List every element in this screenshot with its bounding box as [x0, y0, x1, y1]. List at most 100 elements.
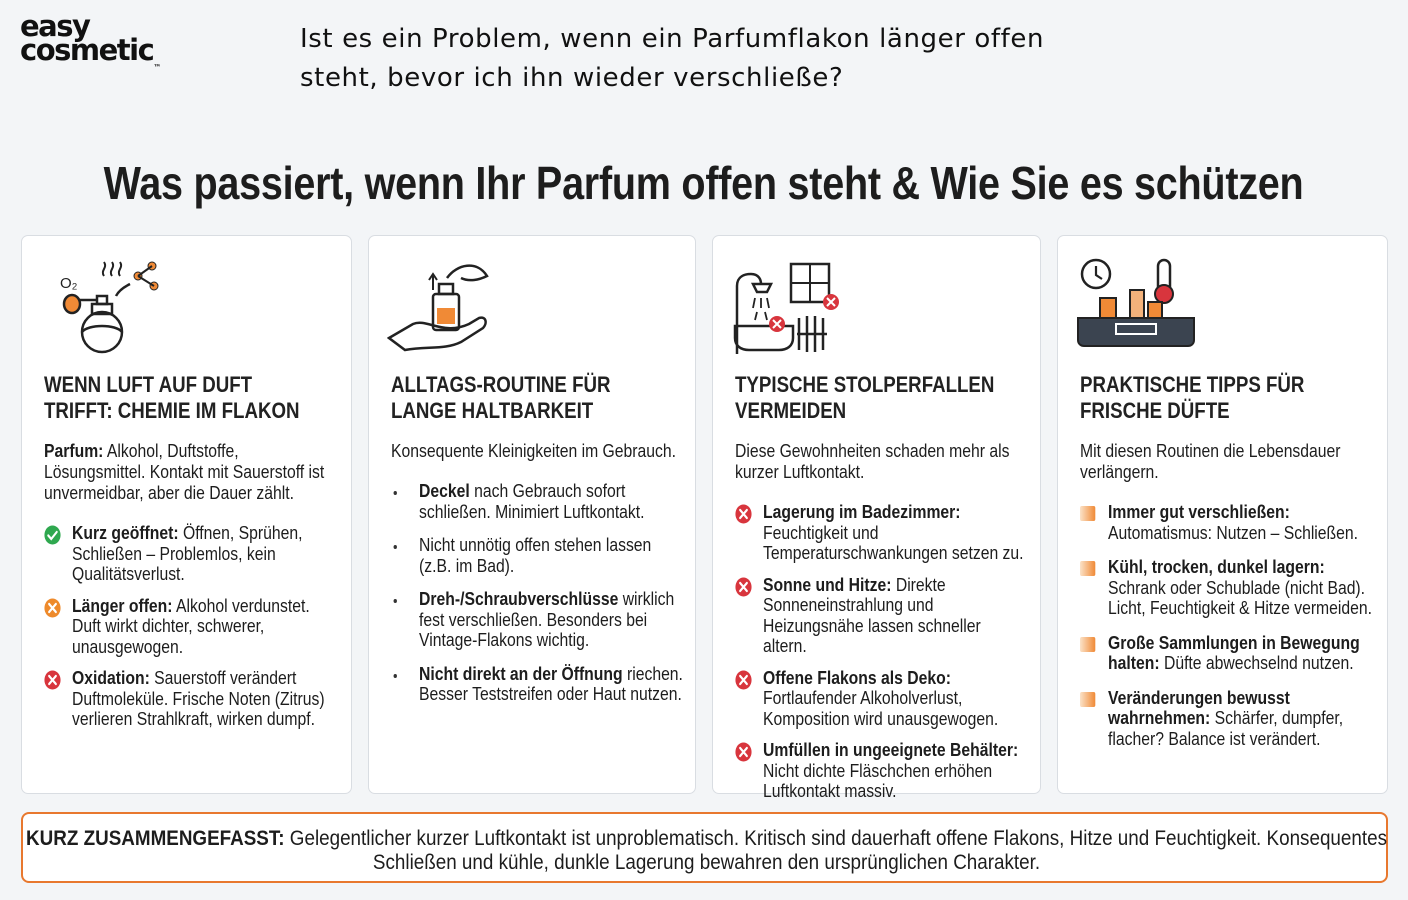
bold-text: Parfum:: [44, 440, 104, 461]
marker-shape: [735, 577, 752, 596]
icon-shape: [137, 265, 155, 287]
bold-text: Kühl, trocken, dunkel lagern:: [1108, 556, 1325, 577]
item-marker: [735, 742, 752, 767]
bold-text: Sonne und Hitze:: [763, 573, 892, 595]
marker-shape: [739, 508, 748, 520]
icon: [731, 254, 851, 354]
icon-shape: [733, 324, 795, 352]
list-item: Große Sammlungen in Bewegung halten: Düf…: [1080, 631, 1373, 674]
icon-shape: [428, 272, 438, 290]
item-marker: [391, 591, 408, 616]
icon-label: O₂: [60, 275, 78, 292]
marker-shape: [44, 670, 61, 690]
item-marker: [1080, 559, 1097, 584]
item-marker: [735, 577, 752, 602]
bold-text: Nicht direkt an der Öffnung: [419, 662, 623, 684]
icon-shape: [386, 316, 487, 352]
icon-shape: [81, 324, 123, 333]
body-text: Feuchtigkeit und Temperaturschwankungen …: [763, 521, 1024, 563]
icon-shape: [752, 297, 770, 321]
marker-shape: [739, 674, 748, 685]
bold-text: Umfüllen in ungeeignete Behälter:: [763, 739, 1019, 760]
item-marker: [735, 504, 752, 529]
logo-line: easy: [20, 9, 91, 43]
body-text: Diese Gewohnheiten schaden mehr als kurz…: [735, 440, 1010, 482]
marker-shape: [393, 545, 397, 549]
question-line: Ist es ein Problem, wenn ein Parfumflako…: [300, 24, 1045, 54]
bold-text: Immer gut verschließen:: [1108, 501, 1290, 522]
card-intro: Mit diesen Routinen die Lebensdauer verl…: [1080, 440, 1373, 482]
list-item: Sonne und Hitze: Direkte Sonneneinstrahl…: [735, 573, 1028, 657]
card-content: ALLTAGS-ROUTINE FÜR LANGE HALTBARKEIT Kons…: [391, 372, 684, 718]
trademark: ™: [153, 63, 162, 72]
body-text: Schrank oder Schublade (nicht Bad). Lich…: [1108, 576, 1373, 618]
body-text: Fortlaufender Alkoholverlust, Kompositio…: [763, 687, 999, 729]
icon-shape: [1077, 258, 1195, 347]
icon-shape: [1094, 266, 1103, 280]
body-text: Düfte abwechselnd nutzen.: [1163, 652, 1354, 673]
body-text: riechen. Besser Teststreifen oder Haut n…: [419, 662, 683, 704]
marker-shape: [44, 598, 61, 617]
icon-shape: [437, 282, 455, 296]
item-marker: [1080, 690, 1097, 715]
card: TYPISCHE STOLPERFALLEN VERMEIDEN Diese Gew…: [712, 235, 1041, 801]
card-intro: Parfum: Alkohol, Duftstoffe, Lösungsmitt…: [44, 440, 337, 503]
icon-shape: [1154, 284, 1174, 304]
icon-shape: [101, 261, 123, 277]
bold-text: Offene Flakons als Deko:: [763, 666, 951, 688]
icon-shape: [1147, 301, 1163, 319]
logo-line: cosmetic™: [20, 36, 161, 73]
icon: [386, 254, 507, 354]
card-heading: FRISCHE DÜFTE: [1080, 398, 1230, 423]
icon-shape: [62, 293, 82, 315]
card: O₂ WENN LUFT AUF DUFT TRIFFT: CHEMIE IM FL…: [21, 235, 352, 794]
icon: O₂: [40, 254, 160, 354]
marker-shape: [1080, 561, 1096, 576]
list-item: Nicht unnötig offen stehen lassen (z.B. …: [391, 534, 684, 576]
summary-text: KURZ ZUSAMMENGEFASST: Gelegentlicher kur…: [23, 826, 1390, 874]
icon-shape: [1077, 317, 1195, 347]
icon-shape: [437, 308, 455, 324]
marker-shape: [1080, 691, 1096, 707]
body-text: Konsequente Kleinigkeiten im Gebrauch.: [391, 440, 676, 461]
icon-shape: [826, 297, 836, 307]
icon-shape: [772, 319, 782, 329]
icon-shape: [1080, 258, 1112, 290]
question: Ist es ein Problem, wenn ein Parfumflako…: [300, 20, 1044, 98]
card-heading: WENN LUFT AUF DUFT: [44, 372, 253, 397]
item-marker: [1080, 635, 1097, 660]
list-item: Umfüllen in ungeeignete Behälter: Nicht …: [735, 739, 1028, 802]
marker-shape: [735, 670, 752, 689]
card-intro: Diese Gewohnheiten schaden mehr als kurz…: [735, 440, 1028, 482]
bold-text: Kurz geöffnet:: [72, 522, 179, 543]
icon-shape: [1115, 323, 1157, 335]
icon-shape: [386, 264, 489, 352]
marker-shape: [735, 742, 752, 762]
marker-shape: [1080, 636, 1096, 652]
card-heading: TYPISCHE STOLPERFALLEN: [735, 372, 995, 397]
marker-shape: [1080, 506, 1096, 521]
body-text: Alkohol, Duftstoffe, Lösungsmittel. Kont…: [44, 440, 325, 503]
marker-shape: [739, 581, 748, 592]
bold-text: Große Sammlungen in Bewegung halten:: [1108, 631, 1360, 673]
summary-body: Gelegentlicher kurzer Luftkontakt ist un…: [289, 826, 1388, 874]
bold-text: Lagerung im Badezimmer:: [763, 501, 961, 522]
icon-shape: [733, 262, 839, 354]
icon-shape: [114, 282, 131, 297]
list-item: Oxidation: Sauerstoff verändert Duftmole…: [44, 667, 337, 730]
item-marker: [44, 670, 61, 695]
item-marker: [391, 537, 408, 562]
marker-shape: [48, 602, 57, 613]
card-heading: TRIFFT: CHEMIE IM FLAKON: [44, 398, 300, 423]
logo-text: cosmetic: [20, 33, 155, 67]
logo: easy cosmetic™: [20, 9, 161, 73]
card-content: PRAKTISCHE TIPPS FÜR FRISCHE DÜFTE Mit die…: [1080, 372, 1373, 763]
marker-shape: [44, 525, 61, 545]
card-heading: VERMEIDEN: [735, 398, 847, 423]
marker-shape: [48, 674, 57, 686]
icon: [1076, 254, 1196, 354]
body-text: Öffnen, Sprühen, Schließen – Problemlos,…: [72, 522, 303, 584]
card-list: Kurz geöffnet: Öffnen, Sprühen, Schließe…: [44, 522, 337, 730]
item-marker: [44, 525, 61, 550]
